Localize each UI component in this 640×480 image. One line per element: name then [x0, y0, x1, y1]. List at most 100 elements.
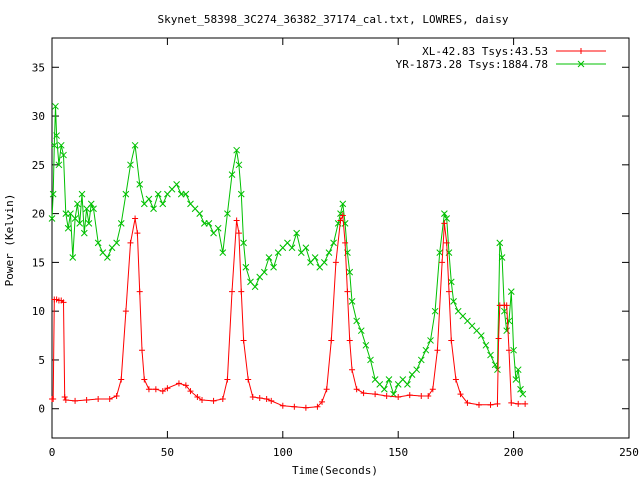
data-point [457, 391, 464, 398]
data-point [182, 382, 189, 389]
data-point [74, 200, 81, 208]
data-point [293, 229, 301, 237]
data-point [235, 161, 243, 169]
data-point [342, 239, 349, 246]
x-tick-label: 100 [273, 446, 293, 459]
data-point [445, 288, 452, 295]
data-point [395, 394, 402, 401]
x-axis: 0 50 100 150 200 250 [49, 38, 639, 459]
data-point [362, 341, 370, 349]
data-point [425, 393, 432, 400]
data-point [367, 356, 374, 364]
data-point [60, 299, 67, 306]
plot-frame [51, 37, 630, 439]
data-point [263, 395, 270, 402]
data-point [475, 401, 482, 408]
data-point [314, 403, 321, 410]
data-point [464, 399, 471, 406]
data-point [439, 259, 446, 266]
data-point [288, 244, 296, 252]
data-point [224, 376, 231, 383]
data-point [164, 385, 171, 392]
data-point [104, 254, 111, 261]
y-tick-label: 30 [32, 110, 45, 123]
data-point [48, 215, 56, 222]
data-point [237, 190, 245, 198]
data-point [349, 366, 356, 373]
data-point [145, 195, 153, 203]
y-tick-label: 20 [32, 208, 45, 221]
data-point [507, 288, 515, 296]
data-point [477, 332, 485, 339]
data-point [145, 386, 152, 393]
y-tick-label: 35 [32, 61, 45, 74]
data-point [233, 146, 240, 154]
data-point [131, 141, 139, 149]
data-point [78, 190, 86, 198]
data-point [503, 302, 510, 309]
data-point [175, 380, 182, 387]
data-point [427, 337, 434, 344]
data-point [441, 220, 448, 227]
data-point [90, 205, 97, 213]
data-point [320, 259, 328, 266]
data-point [249, 394, 256, 401]
data-point [302, 244, 310, 252]
data-point [122, 190, 130, 198]
data-point [83, 396, 90, 403]
data-point [134, 230, 141, 237]
data-point [441, 210, 448, 217]
data-point [61, 394, 68, 401]
series-layer [48, 102, 529, 411]
series-yr [48, 102, 527, 398]
data-point [328, 337, 335, 344]
data-point [447, 278, 455, 286]
data-point [496, 239, 504, 247]
data-point [260, 268, 268, 276]
data-point [495, 335, 502, 342]
legend-marker [577, 60, 585, 68]
data-point [173, 180, 180, 188]
y-tick-label: 15 [32, 256, 45, 269]
data-point [404, 380, 411, 388]
data-point [291, 403, 298, 410]
data-point [325, 249, 333, 256]
data-point [219, 249, 227, 256]
x-tick-label: 200 [504, 446, 524, 459]
data-point [514, 366, 522, 374]
data-point [515, 400, 522, 407]
data-point [265, 254, 273, 261]
data-point [64, 224, 72, 232]
data-point [242, 263, 250, 271]
data-point [270, 263, 277, 271]
data-point [154, 190, 162, 198]
data-point [279, 402, 286, 409]
data-point [187, 388, 194, 395]
data-point [302, 404, 309, 411]
data-point [60, 151, 67, 159]
data-point [235, 230, 242, 237]
legend-label: XL-42.83 Tsys:43.53 [422, 45, 548, 58]
data-point [360, 390, 367, 397]
series-xl [49, 212, 529, 411]
data-point [113, 239, 120, 247]
data-point [505, 347, 512, 354]
data-point [448, 337, 455, 344]
y-tick-label: 25 [32, 159, 45, 172]
data-point [512, 376, 520, 383]
legend-label: YR-1873.28 Tsys:1884.78 [396, 58, 548, 71]
y-axis: 0 5 10 15 20 25 30 35 [32, 61, 629, 416]
data-point [436, 249, 444, 256]
data-point [118, 376, 125, 383]
data-point [522, 400, 529, 407]
data-point [50, 141, 58, 149]
data-point [491, 361, 499, 369]
data-point [94, 239, 102, 247]
data-point [214, 224, 222, 232]
x-tick-label: 0 [49, 446, 56, 459]
data-point [210, 397, 217, 404]
x-tick-label: 250 [619, 446, 639, 459]
data-point [69, 254, 77, 261]
